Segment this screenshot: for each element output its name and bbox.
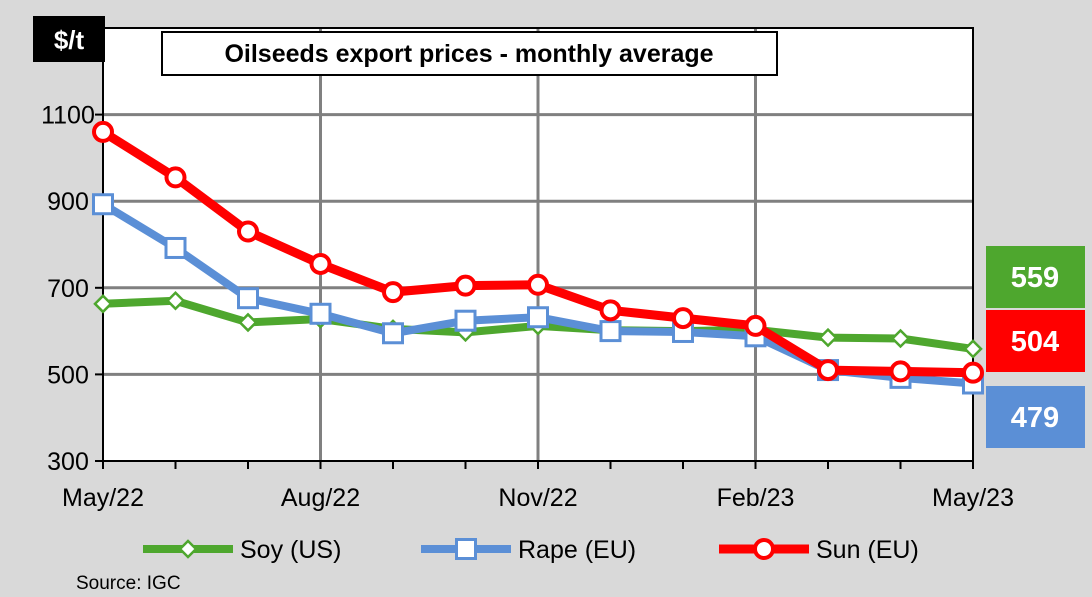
legend-label: Soy (US) (240, 536, 341, 564)
x-tick-label: May/22 (62, 484, 144, 512)
data-point (454, 309, 477, 332)
data-point (309, 302, 332, 325)
x-tick-label: Aug/22 (281, 484, 360, 512)
y-tick-label: 700 (47, 275, 89, 303)
data-point (454, 274, 477, 297)
legend-label: Rape (EU) (518, 536, 636, 564)
data-point (309, 252, 332, 275)
legend: Soy (US) Rape (EU) Sun (EU) (143, 536, 919, 564)
data-point (93, 294, 113, 314)
data-point (963, 339, 983, 359)
end-value-label: 504 (1011, 326, 1059, 358)
data-point (818, 327, 838, 348)
data-point (599, 320, 622, 343)
end-value-label: 479 (1011, 402, 1059, 434)
data-point (672, 307, 694, 330)
chart-title: Oilseeds export prices - monthly average (224, 40, 713, 68)
data-point (382, 322, 404, 345)
x-tick-label: Nov/22 (498, 484, 577, 512)
data-point (164, 236, 187, 259)
legend-marker (178, 539, 198, 559)
end-value-badges: 559 504 479 (986, 246, 1085, 448)
end-value-badge (986, 310, 1085, 372)
data-point (962, 361, 984, 384)
data-point (527, 306, 549, 329)
y-tick-label: 300 (47, 448, 89, 476)
end-value-label: 559 (1011, 262, 1059, 294)
source-label: Source: IGC (76, 573, 181, 594)
legend-marker (455, 538, 477, 560)
x-tick-label: Feb/23 (717, 484, 795, 512)
data-point (92, 120, 114, 143)
data-point (889, 360, 912, 383)
unit-label: $/t (54, 25, 85, 55)
data-point (237, 287, 259, 310)
data-point (527, 273, 549, 296)
data-point (817, 359, 839, 382)
legend-label: Sun (EU) (816, 536, 919, 564)
x-tick-label: May/23 (932, 484, 1014, 512)
legend-marker (753, 538, 775, 560)
data-point (744, 314, 767, 337)
series-sun-eu (92, 120, 984, 384)
data-point (164, 166, 187, 189)
data-point (890, 328, 911, 349)
data-point (238, 312, 258, 333)
data-point (165, 291, 186, 311)
data-point (237, 220, 259, 243)
end-value-badge (986, 246, 1085, 308)
end-value-badge (986, 386, 1085, 448)
data-point (599, 299, 622, 322)
unit-box (33, 16, 105, 62)
data-point (382, 281, 404, 304)
y-tick-label: 500 (47, 361, 89, 389)
data-point (92, 193, 114, 216)
title-box (161, 31, 778, 76)
axis-ticks: 30050070090011001300May/22Aug/22Nov/22Fe… (40, 15, 1014, 512)
y-tick-label: 900 (47, 188, 89, 216)
series-lines (92, 120, 984, 395)
y-tick-label: 1100 (41, 102, 95, 130)
